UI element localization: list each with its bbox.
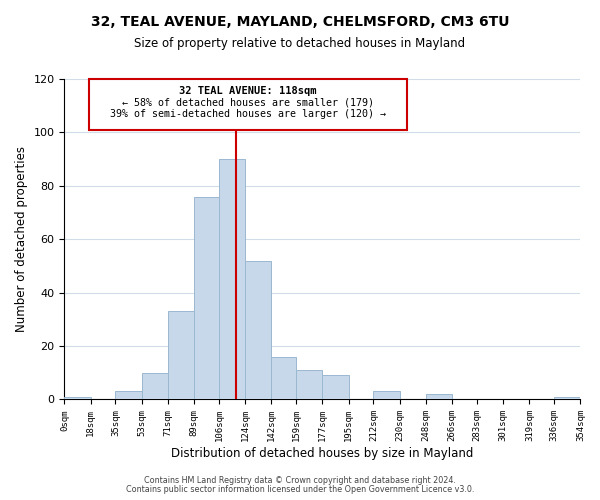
Text: 32 TEAL AVENUE: 118sqm: 32 TEAL AVENUE: 118sqm xyxy=(179,86,317,96)
Bar xyxy=(194,196,219,400)
Text: 32, TEAL AVENUE, MAYLAND, CHELMSFORD, CM3 6TU: 32, TEAL AVENUE, MAYLAND, CHELMSFORD, CM… xyxy=(91,15,509,29)
Bar xyxy=(168,312,194,400)
Bar xyxy=(271,356,296,400)
Bar xyxy=(426,394,452,400)
FancyBboxPatch shape xyxy=(89,79,407,130)
Text: 39% of semi-detached houses are larger (120) →: 39% of semi-detached houses are larger (… xyxy=(110,109,386,119)
Bar xyxy=(64,397,91,400)
Y-axis label: Number of detached properties: Number of detached properties xyxy=(15,146,28,332)
Bar xyxy=(115,392,142,400)
X-axis label: Distribution of detached houses by size in Mayland: Distribution of detached houses by size … xyxy=(171,447,473,460)
Bar xyxy=(142,373,168,400)
Bar xyxy=(322,376,349,400)
Text: Contains public sector information licensed under the Open Government Licence v3: Contains public sector information licen… xyxy=(126,485,474,494)
Bar xyxy=(219,159,245,400)
Bar xyxy=(296,370,322,400)
Bar xyxy=(245,260,271,400)
Bar xyxy=(373,392,400,400)
Text: Size of property relative to detached houses in Mayland: Size of property relative to detached ho… xyxy=(134,38,466,51)
Text: ← 58% of detached houses are smaller (179): ← 58% of detached houses are smaller (17… xyxy=(122,98,374,108)
Text: Contains HM Land Registry data © Crown copyright and database right 2024.: Contains HM Land Registry data © Crown c… xyxy=(144,476,456,485)
Bar xyxy=(554,397,580,400)
